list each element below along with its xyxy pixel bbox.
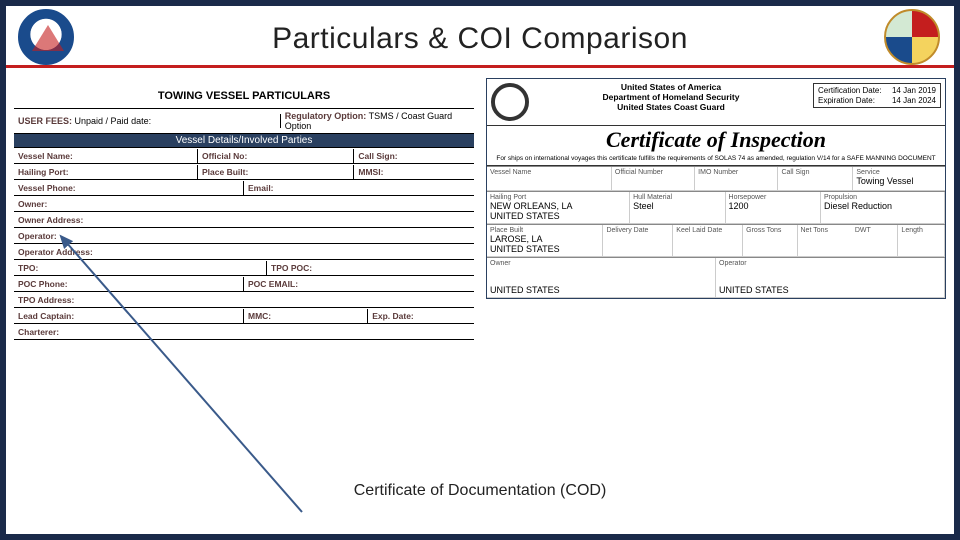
row-phone: Vessel Phone: Email: <box>14 180 474 196</box>
coi-title: Certificate of Inspection <box>487 125 945 155</box>
h-offno: Official Number <box>615 169 691 176</box>
v-hailing: NEW ORLEANS, LA <box>490 201 626 211</box>
coast-guard-seal-icon <box>884 9 940 65</box>
coi-grid-4: Owner UNITED STATES Operator UNITED STAT… <box>487 257 945 298</box>
cert-date: 14 Jan 2019 <box>892 86 936 96</box>
h-operator: Operator <box>719 260 941 267</box>
email-label: Email: <box>244 181 474 195</box>
regulatory-option-label: Regulatory Option: <box>285 111 367 121</box>
h-hull: Hull Material <box>633 194 721 201</box>
slide-header: Particulars & COI Comparison <box>6 6 954 68</box>
tvp-title: TOWING VESSEL PARTICULARS <box>14 82 474 109</box>
v-service: Towing Vessel <box>856 176 942 186</box>
row-vessel-name: Vessel Name: Official No: Call Sign: <box>14 148 474 164</box>
h-keel: Keel Laid Date <box>676 227 739 234</box>
owner-addr-label: Owner Address: <box>14 213 474 227</box>
h-vessel: Vessel Name <box>490 169 608 176</box>
section-vessel-details: Vessel Details/Involved Parties <box>14 134 474 148</box>
coi-dates-box: Certification Date: 14 Jan 2019 Expiratio… <box>813 83 941 108</box>
cert-date-label: Certification Date: <box>818 86 882 96</box>
h-owner: Owner <box>490 260 712 267</box>
coi-grid-1: Vessel Name Official Number IMO Number C… <box>487 166 945 191</box>
v-country2: UNITED STATES <box>490 244 599 254</box>
h-hailing: Hailing Port <box>490 194 626 201</box>
coi-grid-2: Hailing Port NEW ORLEANS, LA UNITED STAT… <box>487 191 945 224</box>
h-call: Call Sign <box>781 169 849 176</box>
exp-date-label: Expiration Date: <box>818 96 875 106</box>
v-hp: 1200 <box>729 201 817 211</box>
coi-grid-3: Place Built LAROSE, LA UNITED STATES Del… <box>487 224 945 257</box>
coi-seal-icon <box>491 83 529 121</box>
v-prop: Diesel Reduction <box>824 201 941 211</box>
h-deliv: Delivery Date <box>606 227 669 234</box>
vessel-phone-label: Vessel Phone: <box>14 181 244 195</box>
row-hailing: Hailing Port: Place Built: MMSI: <box>14 164 474 180</box>
call-sign-label: Call Sign: <box>354 149 474 163</box>
h-imo: IMO Number <box>698 169 774 176</box>
v-place: LAROSE, LA <box>490 234 599 244</box>
hailing-port-label: Hailing Port: <box>14 165 198 179</box>
h-net: Net Tons <box>801 227 849 234</box>
coi-header: United States of America Department of H… <box>487 79 945 125</box>
v-country4: UNITED STATES <box>719 285 941 295</box>
h-service: Service <box>856 169 942 176</box>
dhs-seal-icon <box>18 9 74 65</box>
content-area: TOWING VESSEL PARTICULARS USER FEES: Unp… <box>6 68 954 528</box>
official-no-label: Official No: <box>198 149 354 163</box>
owner-label: Owner: <box>14 197 474 211</box>
slide-title: Particulars & COI Comparison <box>22 16 938 56</box>
exp-date-label: Exp. Date: <box>368 309 474 323</box>
mmsi-label: MMSI: <box>354 165 474 179</box>
v-country3: UNITED STATES <box>490 285 712 295</box>
h-place: Place Built <box>490 227 599 234</box>
v-hull: Steel <box>633 201 721 211</box>
coi-gov3: United States Coast Guard <box>533 103 809 113</box>
certificate-of-inspection: United States of America Department of H… <box>486 78 946 299</box>
h-gross: Gross Tons <box>746 227 793 234</box>
exp-date: 14 Jan 2024 <box>892 96 936 106</box>
coi-subtitle: For ships on international voyages this … <box>487 155 945 166</box>
footnote: Certificate of Documentation (COD) <box>6 482 954 500</box>
user-fees-value: Unpaid / Paid date: <box>75 116 152 126</box>
h-hp: Horsepower <box>729 194 817 201</box>
user-fees-label: USER FEES: <box>18 116 72 126</box>
vessel-name-label: Vessel Name: <box>14 149 198 163</box>
h-len: Length <box>901 227 941 234</box>
user-fees-row: USER FEES: Unpaid / Paid date: Regulator… <box>14 109 474 134</box>
place-built-label: Place Built: <box>198 165 354 179</box>
h-dwt: DWT <box>855 227 895 234</box>
h-prop: Propulsion <box>824 194 941 201</box>
v-country1: UNITED STATES <box>490 211 626 221</box>
